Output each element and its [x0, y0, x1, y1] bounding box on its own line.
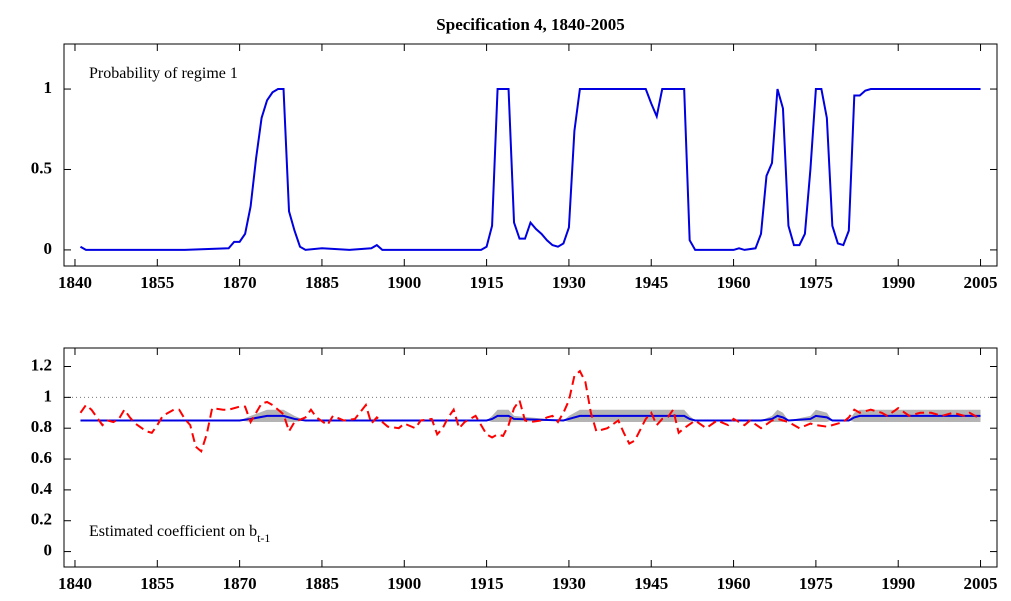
axes-box [63, 347, 998, 568]
y-tick-label: 0 [44, 540, 53, 559]
annotation-text: Estimated coefficient on b [89, 523, 257, 540]
x-tick-label: 1885 [305, 574, 339, 593]
y-tick-label: 0.5 [31, 158, 52, 177]
y-tick-label: 1.2 [31, 355, 52, 374]
x-tick-label: 2005 [964, 273, 998, 292]
y-tick-label: 0.4 [31, 479, 53, 498]
x-tick-label: 1990 [881, 273, 915, 292]
x-tick-label: 1930 [552, 574, 586, 593]
annotation-text: Probability of regime 1 [89, 65, 238, 82]
x-tick-label: 1885 [305, 273, 339, 292]
x-tick-label: 1975 [799, 273, 833, 292]
y-tick-label: 0.6 [31, 448, 52, 467]
x-tick-label: 1960 [717, 574, 751, 593]
x-tick-label: 1855 [140, 574, 174, 593]
y-tick-label: 0 [44, 239, 53, 258]
data-line [79, 88, 981, 251]
chart-title: Specification 4, 1840-2005 [436, 15, 624, 34]
x-tick-label: 1915 [470, 574, 504, 593]
x-tick-label: 1855 [140, 273, 174, 292]
x-tick-label: 2005 [964, 574, 998, 593]
data-line [80, 414, 981, 422]
x-tick-label: 1945 [634, 273, 668, 292]
x-tick-label: 1900 [387, 574, 421, 593]
data-line [79, 369, 982, 454]
y-tick-label: 1 [44, 386, 53, 405]
x-tick-label: 1870 [223, 574, 257, 593]
x-tick-label: 1960 [717, 273, 751, 292]
annotation: Estimated coefficient on bt-1 [89, 523, 270, 545]
plot-area [64, 44, 997, 266]
plot-area [64, 348, 997, 567]
x-tick-label: 1840 [58, 574, 92, 593]
x-tick-label: 1945 [634, 574, 668, 593]
x-tick-label: 1915 [470, 273, 504, 292]
x-tick-label: 1930 [552, 273, 586, 292]
annotation-subscript: t-1 [257, 531, 270, 545]
y-tick-label: 1 [44, 78, 53, 97]
y-tick-label: 0.8 [31, 417, 52, 436]
annotation: Probability of regime 1 [89, 65, 238, 82]
x-tick-label: 1870 [223, 273, 257, 292]
x-tick-label: 1840 [58, 273, 92, 292]
x-tick-label: 1990 [881, 574, 915, 593]
x-tick-label: 1900 [387, 273, 421, 292]
x-tick-label: 1975 [799, 574, 833, 593]
axes-box [63, 43, 998, 267]
y-tick-label: 0.2 [31, 510, 52, 529]
